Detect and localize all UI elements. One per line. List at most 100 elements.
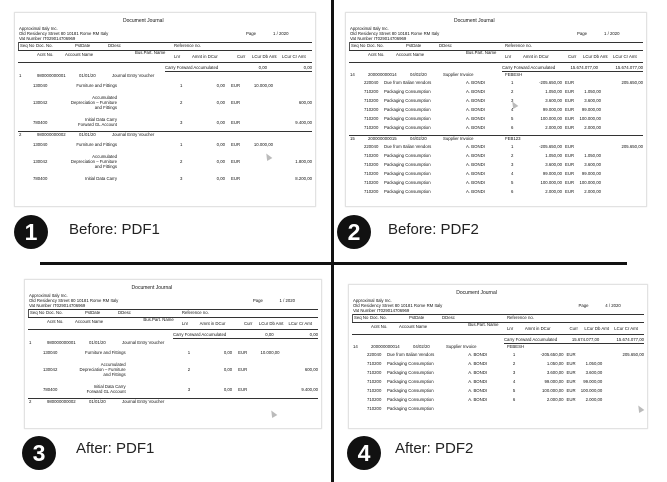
line-amount: 100.000,00 bbox=[540, 180, 562, 185]
step-badge-4: 4 bbox=[347, 436, 381, 470]
line-amount: 2.000,00 bbox=[545, 125, 562, 130]
col-pst-date: PstDate bbox=[406, 43, 422, 48]
line-amount: 1.050,00 bbox=[545, 153, 562, 158]
line-amount: 100.000,00 bbox=[540, 116, 562, 121]
entry-seq: 1 bbox=[29, 340, 32, 345]
line-db-amt: 2.000,00 bbox=[584, 125, 601, 130]
line-amount: 0,00 bbox=[223, 350, 233, 355]
col-doc-no: Doc. No. bbox=[46, 310, 63, 315]
line-acnt-no: 220040 bbox=[364, 144, 379, 149]
line-account-name: Packaging Consumption bbox=[387, 397, 434, 402]
col-lcur-cr-amt: LCur Cr Amt bbox=[613, 54, 637, 59]
grid-line bbox=[28, 309, 29, 317]
line-acnt-no: 710200 bbox=[364, 107, 379, 112]
col-ddesc: DDesc bbox=[118, 310, 131, 315]
line-lnr: 3 bbox=[180, 176, 183, 181]
line-acnt-no: 130040 bbox=[43, 350, 58, 355]
mouse-cursor-icon bbox=[263, 151, 273, 162]
entry-desc: Supplier Invoice bbox=[443, 136, 474, 141]
document-title: Document Journal bbox=[456, 290, 497, 296]
line-account-name: Forward GL Account bbox=[77, 122, 117, 127]
entry-rule bbox=[18, 131, 312, 132]
line-currency: EUR bbox=[566, 379, 576, 384]
col-account-name: Account Name bbox=[65, 52, 94, 57]
header-rule bbox=[352, 314, 644, 315]
line-currency: EUR bbox=[565, 107, 575, 112]
line-lnr: 1 bbox=[187, 350, 191, 355]
col-lnr: Lnr bbox=[505, 54, 512, 59]
line-lnr: 4 bbox=[512, 379, 516, 384]
line-currency: EUR bbox=[565, 171, 575, 176]
caption-before-pdf1: Before: PDF1 bbox=[69, 221, 160, 238]
line-db-amt: 2.000,00 bbox=[584, 189, 601, 194]
carry-rule bbox=[173, 338, 319, 339]
entry-doc-no: 980000000001 bbox=[37, 73, 66, 78]
line-account-name: Depreciation – Furniture bbox=[79, 367, 126, 372]
entry-doc-no: 200000000014 bbox=[371, 344, 400, 349]
col-amnt-dcur: Amnt in DCur bbox=[192, 54, 218, 59]
header-rule bbox=[18, 62, 312, 63]
col-ddesc: DDesc bbox=[439, 43, 452, 48]
line-db-amt: 1.050,00 bbox=[585, 361, 603, 366]
col-account-name: Account Name bbox=[75, 319, 104, 324]
line-bus-part-name: A. BONDI bbox=[466, 144, 485, 149]
line-lnr: 6 bbox=[511, 125, 514, 130]
line-lnr: 3 bbox=[512, 370, 516, 375]
line-db-amt: 10.000,00 bbox=[253, 83, 273, 88]
line-db-amt: 100.000,00 bbox=[579, 180, 601, 185]
line-amount: 0,00 bbox=[216, 159, 225, 164]
line-amount: 0,00 bbox=[216, 142, 225, 147]
col-ddesc: DDesc bbox=[442, 315, 455, 320]
line-cr-amt: 205.650,00 bbox=[621, 80, 643, 85]
company-name: Approximal Italy Inc. bbox=[19, 26, 58, 31]
col-amnt-dcur: Amnt in DCur bbox=[199, 321, 226, 326]
line-amount: 0,00 bbox=[223, 367, 233, 372]
col-acnt-no: Acnt No. bbox=[368, 52, 385, 57]
col-account-name: Account Name bbox=[396, 52, 425, 57]
col-acnt-no: Acnt No. bbox=[37, 52, 54, 57]
line-amount: 3.600,00 bbox=[545, 98, 562, 103]
col-lcur-db-amt: LCur Db Amt bbox=[584, 326, 610, 331]
line-lnr: 2 bbox=[511, 89, 514, 94]
line-db-amt: 100.000,00 bbox=[580, 388, 603, 393]
page-number: 1 / 2020 bbox=[279, 298, 296, 303]
page-label: Page bbox=[578, 303, 589, 308]
entry-desc: Supplier Invoice bbox=[446, 344, 477, 349]
line-amount: 99.000,00 bbox=[544, 379, 564, 384]
line-account-name: Accumulated bbox=[100, 362, 126, 367]
vat-number: Vat Number IT029014706969 bbox=[350, 36, 407, 41]
entry-rule bbox=[349, 135, 643, 136]
line-account-name: Packaging Consumption bbox=[384, 153, 431, 158]
header-rule bbox=[18, 50, 312, 51]
line-account-name: Packaging Consumption bbox=[387, 379, 434, 384]
col-amnt-dcur: Amnt in DCur bbox=[524, 326, 551, 331]
line-account-name: Initial Data Carry bbox=[85, 117, 117, 122]
entry-desc: Journal Entry Voucher bbox=[122, 340, 165, 345]
line-cr-amt: 1.800,00 bbox=[295, 159, 312, 164]
line-acnt-no: 130040 bbox=[33, 142, 48, 147]
company-name: Approximal Italy Inc. bbox=[29, 293, 68, 298]
header-rule bbox=[28, 317, 318, 318]
line-currency: EUR bbox=[565, 125, 575, 130]
line-amount: 0,00 bbox=[223, 386, 233, 392]
header-rule bbox=[352, 334, 644, 335]
line-acnt-no: 130042 bbox=[33, 159, 48, 164]
line-bus-part-name: A. BONDI bbox=[468, 370, 488, 375]
line-account-name: Initial Data Carry bbox=[93, 384, 126, 389]
line-account-name: Packaging Consumption bbox=[384, 125, 431, 130]
line-currency: EUR bbox=[565, 189, 575, 194]
line-lnr: 4 bbox=[511, 171, 514, 176]
line-acnt-no: 710200 bbox=[364, 125, 379, 130]
company-address: Old Residency Street 80 10181 Rome RM It… bbox=[353, 303, 443, 308]
line-currency: EUR bbox=[565, 180, 575, 185]
vat-number: Vat Number IT029014706969 bbox=[19, 36, 76, 41]
line-cr-amt: 600,00 bbox=[298, 100, 312, 105]
line-account-name: Packaging Consumption bbox=[384, 107, 431, 112]
line-acnt-no: 130042 bbox=[43, 367, 58, 372]
col-lcur-db-amt: LCur Db Amt bbox=[258, 321, 284, 326]
line-lnr: 2 bbox=[512, 361, 516, 366]
pdf2-before-page: Document Journal Approximal Italy Inc. Old… bbox=[345, 12, 647, 207]
col-lcur-cr-amt: LCur Cr Amt bbox=[288, 321, 313, 326]
line-db-amt: 3.600,00 bbox=[584, 162, 601, 167]
entry-doc-no: 980000000002 bbox=[47, 399, 76, 404]
